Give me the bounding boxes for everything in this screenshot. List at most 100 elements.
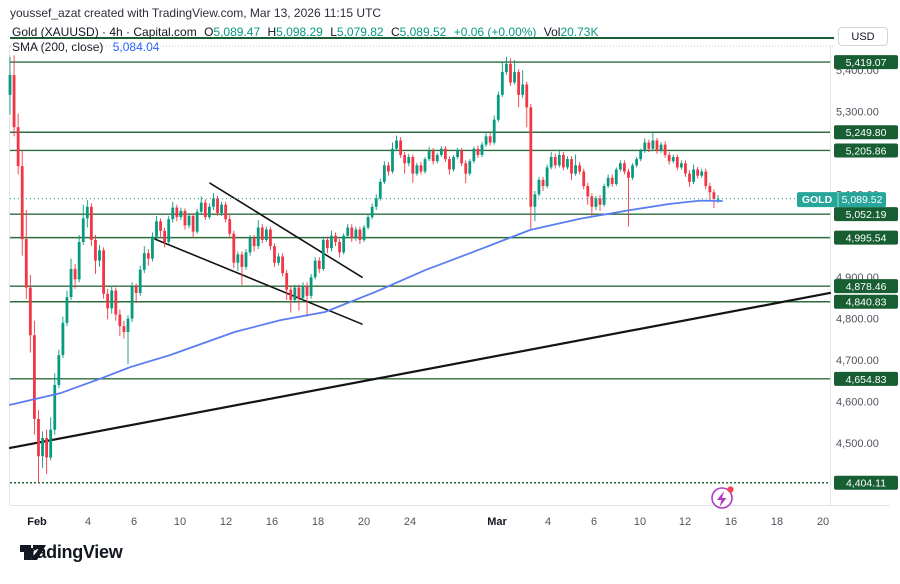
candle-body bbox=[98, 250, 101, 261]
candle-down bbox=[610, 174, 614, 187]
candle-body bbox=[403, 154, 407, 164]
price-axis-label: 4,800.00 bbox=[836, 314, 879, 326]
time-axis-label[interactable]: 4 bbox=[545, 516, 551, 528]
candle-down bbox=[541, 176, 545, 192]
candle-up bbox=[354, 226, 358, 241]
candle-body bbox=[24, 239, 28, 288]
time-axis-label[interactable]: Mar bbox=[487, 516, 507, 528]
candle-body bbox=[561, 154, 565, 168]
candle-body bbox=[138, 269, 142, 293]
trendline[interactable] bbox=[209, 182, 363, 279]
candle-down bbox=[350, 224, 354, 242]
candle-body bbox=[236, 254, 240, 263]
candle-body bbox=[578, 165, 582, 172]
ohlc-open-label: O bbox=[204, 25, 214, 39]
time-axis-label[interactable]: 10 bbox=[634, 516, 646, 528]
candle-body bbox=[252, 237, 256, 247]
candle-body bbox=[53, 384, 57, 430]
candle-body bbox=[85, 206, 89, 219]
candle-down bbox=[387, 162, 390, 176]
price-level-badge-text: 4,654.83 bbox=[846, 374, 887, 386]
candle-down bbox=[289, 286, 293, 313]
candle-up bbox=[374, 194, 378, 211]
candle-body bbox=[224, 204, 228, 220]
candle-body bbox=[427, 150, 431, 160]
candle-up bbox=[366, 214, 370, 230]
candle-body bbox=[313, 260, 317, 278]
sma-200-line[interactable] bbox=[9, 199, 723, 406]
tradingview-watermark[interactable]: TradingView bbox=[20, 542, 123, 563]
time-axis-label[interactable]: 16 bbox=[266, 516, 278, 528]
event-lightning-icon[interactable] bbox=[711, 486, 734, 509]
candle-body bbox=[635, 159, 639, 166]
candle-body bbox=[696, 169, 700, 176]
candle-up bbox=[643, 138, 647, 153]
candle-body bbox=[545, 167, 549, 187]
candle-body bbox=[216, 198, 219, 213]
price-level-badge-text: 4,404.11 bbox=[846, 478, 886, 490]
candle-body bbox=[525, 84, 529, 108]
candle-body bbox=[553, 157, 557, 166]
candle-body bbox=[89, 206, 93, 240]
candle-down bbox=[203, 199, 207, 221]
time-axis-label[interactable]: 12 bbox=[220, 516, 232, 528]
time-axis-label[interactable]: 18 bbox=[771, 516, 783, 528]
candle-body bbox=[281, 256, 285, 274]
time-axis-label[interactable]: 20 bbox=[817, 516, 829, 528]
currency-toggle-button[interactable]: USD bbox=[838, 27, 888, 46]
time-axis-label[interactable]: 16 bbox=[725, 516, 737, 528]
tradingview-logo-icon bbox=[20, 545, 46, 560]
sma-indicator-label: SMA (200, close) bbox=[12, 40, 104, 54]
candle-down bbox=[464, 160, 468, 184]
candle-down bbox=[399, 137, 403, 158]
candle-up bbox=[309, 273, 313, 299]
time-axis-label[interactable]: 18 bbox=[312, 516, 324, 528]
candle-body bbox=[342, 235, 346, 253]
candle-up bbox=[391, 142, 394, 174]
candle-body bbox=[476, 148, 480, 155]
candle-body bbox=[610, 177, 614, 184]
time-axis-label[interactable]: Feb bbox=[27, 516, 47, 528]
time-axis-label[interactable]: 24 bbox=[404, 516, 416, 528]
candle-body bbox=[248, 237, 252, 253]
price-level-badge-text: 5,052.19 bbox=[846, 209, 887, 221]
candle-body bbox=[378, 181, 382, 199]
time-axis-label[interactable]: 6 bbox=[591, 516, 597, 528]
time-axis-label[interactable]: 12 bbox=[679, 516, 691, 528]
candle-up bbox=[61, 316, 65, 359]
price-level-badge-text: 5,419.07 bbox=[846, 57, 887, 69]
candle-body bbox=[594, 198, 598, 207]
candle-body bbox=[566, 159, 569, 168]
candle-up bbox=[606, 174, 610, 189]
candle-down bbox=[305, 282, 309, 317]
candle-body bbox=[500, 72, 504, 95]
candle-body bbox=[370, 206, 374, 218]
candle-down bbox=[106, 288, 110, 320]
candle-down bbox=[273, 243, 276, 267]
last-price-badge-bg bbox=[797, 192, 886, 208]
candle-body bbox=[94, 239, 97, 261]
time-axis-label[interactable]: 20 bbox=[358, 516, 370, 528]
sma-indicator-legend[interactable]: SMA (200, close) 5,084.04 bbox=[12, 40, 159, 54]
trendline[interactable] bbox=[8, 291, 832, 450]
candle-body bbox=[358, 229, 362, 240]
candle-down bbox=[529, 103, 533, 230]
candle-body bbox=[73, 268, 77, 280]
candle-body bbox=[126, 318, 130, 332]
time-axis-label[interactable]: 4 bbox=[85, 516, 91, 528]
candle-body bbox=[419, 165, 423, 172]
candle-body bbox=[684, 163, 687, 174]
candle-body bbox=[309, 277, 313, 296]
candle-down bbox=[191, 212, 195, 238]
time-axis-label[interactable]: 10 bbox=[174, 516, 186, 528]
candle-body bbox=[492, 119, 496, 143]
candle-body bbox=[240, 254, 244, 267]
candle-body bbox=[16, 127, 20, 167]
candle-down bbox=[281, 253, 285, 277]
chart-plot-area[interactable]: 5,400.005,300.005,100.004,900.004,800.00… bbox=[0, 0, 900, 540]
time-axis-label[interactable]: 6 bbox=[131, 516, 137, 528]
symbol-title[interactable]: Gold (XAUUSD) · 4h · Capital.com bbox=[12, 25, 197, 39]
trendline[interactable] bbox=[154, 238, 363, 325]
candle-down bbox=[175, 204, 179, 222]
lightning-bolt-glyph bbox=[717, 491, 727, 507]
